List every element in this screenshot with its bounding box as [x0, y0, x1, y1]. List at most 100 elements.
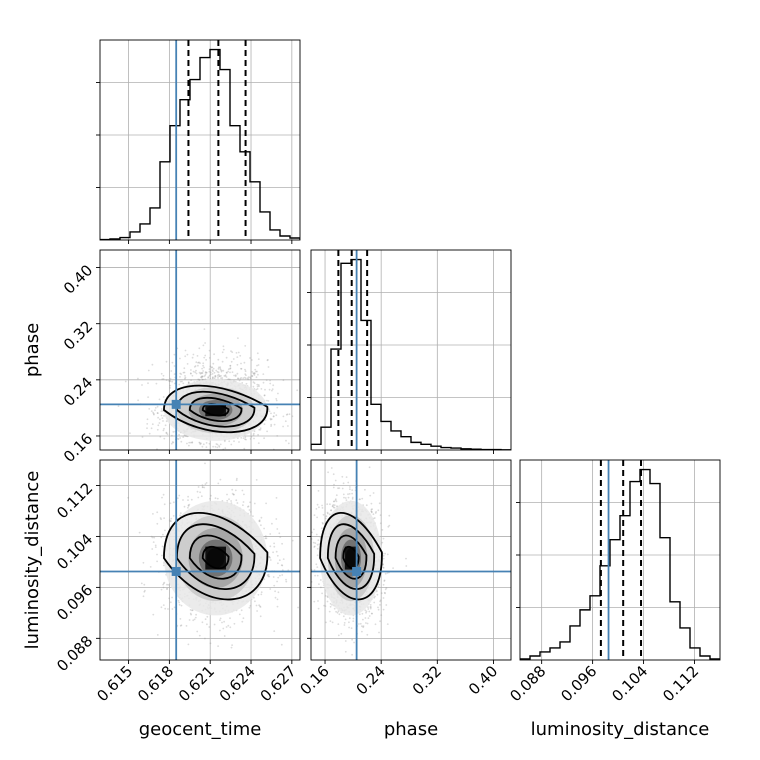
sample-point — [173, 365, 176, 367]
sample-point — [348, 617, 351, 620]
sample-point — [273, 584, 276, 587]
sample-point — [221, 621, 223, 624]
sample-point — [281, 564, 284, 567]
sample-point — [171, 441, 174, 443]
sample-point — [157, 424, 160, 427]
sample-point — [152, 513, 154, 515]
sample-point — [221, 360, 224, 363]
sample-point — [351, 492, 353, 495]
sample-point — [258, 520, 261, 523]
sample-point — [198, 378, 201, 381]
sample-point — [343, 496, 345, 499]
sample-point — [369, 607, 372, 610]
sample-point — [347, 481, 350, 484]
sample-point — [230, 646, 233, 649]
sample-point — [324, 595, 327, 597]
sample-point — [380, 614, 383, 616]
sample-point — [276, 580, 278, 583]
sample-point — [229, 365, 232, 367]
sample-point — [192, 370, 195, 373]
sample-point — [219, 478, 222, 481]
sample-point — [165, 432, 168, 434]
sample-point — [304, 527, 306, 529]
sample-point — [236, 372, 239, 375]
sample-point — [252, 385, 255, 388]
sample-point — [336, 505, 338, 507]
sample-point — [263, 394, 266, 397]
sample-point — [169, 387, 172, 389]
sample-point — [179, 372, 182, 375]
sample-point — [211, 369, 214, 371]
sample-point — [188, 503, 191, 506]
sample-point — [269, 559, 272, 561]
contour-line — [201, 545, 230, 570]
sample-point — [259, 606, 262, 608]
sample-point — [184, 435, 187, 437]
sample-point — [193, 366, 196, 368]
panel-frame — [519, 459, 721, 661]
sample-point — [381, 541, 384, 544]
sample-point — [321, 507, 324, 509]
sample-point — [224, 455, 226, 457]
sample-point — [212, 362, 215, 365]
sample-point — [205, 371, 208, 374]
sample-point — [203, 366, 205, 369]
sample-point — [244, 368, 246, 371]
sample-point — [337, 634, 340, 637]
sample-point — [253, 372, 256, 375]
sample-point — [202, 362, 205, 365]
sample-point — [231, 371, 234, 373]
sample-point — [154, 409, 156, 412]
sample-point — [198, 441, 201, 444]
sample-point — [204, 371, 207, 374]
contour-line — [175, 390, 256, 428]
sample-point — [316, 574, 319, 577]
sample-point — [184, 375, 186, 377]
sample-point — [256, 370, 258, 373]
sample-point — [273, 545, 276, 548]
sample-point — [195, 361, 198, 364]
sample-point — [388, 524, 391, 527]
sample-point — [282, 415, 285, 418]
sample-point — [172, 441, 175, 444]
sample-point — [201, 486, 204, 488]
sample-point — [162, 583, 165, 586]
sample-point — [233, 622, 236, 625]
sample-point — [242, 504, 244, 507]
sample-point — [127, 496, 130, 499]
sample-point — [156, 412, 159, 415]
sample-point — [329, 620, 332, 622]
sample-point — [138, 531, 141, 534]
sample-point — [245, 438, 247, 441]
sample-point — [195, 369, 197, 372]
sample-point — [154, 546, 157, 548]
sample-point — [270, 425, 272, 427]
sample-point — [316, 566, 319, 568]
sample-point — [176, 437, 179, 440]
sample-point — [231, 492, 234, 495]
sample-point — [200, 471, 202, 473]
sample-point — [197, 378, 200, 381]
sample-point — [195, 613, 198, 616]
sample-point — [234, 374, 237, 377]
sample-point — [382, 537, 385, 540]
sample-point — [272, 415, 275, 417]
sample-point — [277, 562, 279, 565]
sample-point — [217, 376, 219, 379]
sample-point — [188, 441, 191, 444]
sample-point — [204, 354, 207, 357]
sample-point — [241, 620, 244, 623]
sample-point — [208, 626, 211, 628]
sample-point — [242, 377, 245, 380]
sample-point — [164, 455, 166, 457]
sample-point — [366, 622, 369, 625]
sample-point — [151, 548, 154, 550]
sample-point — [226, 499, 229, 502]
sample-point — [202, 364, 205, 367]
sample-point — [227, 368, 230, 371]
sample-point — [179, 514, 182, 517]
hist-plot-area — [311, 250, 511, 450]
sample-point — [335, 610, 337, 613]
sample-point — [234, 375, 237, 378]
sample-point — [276, 605, 279, 608]
